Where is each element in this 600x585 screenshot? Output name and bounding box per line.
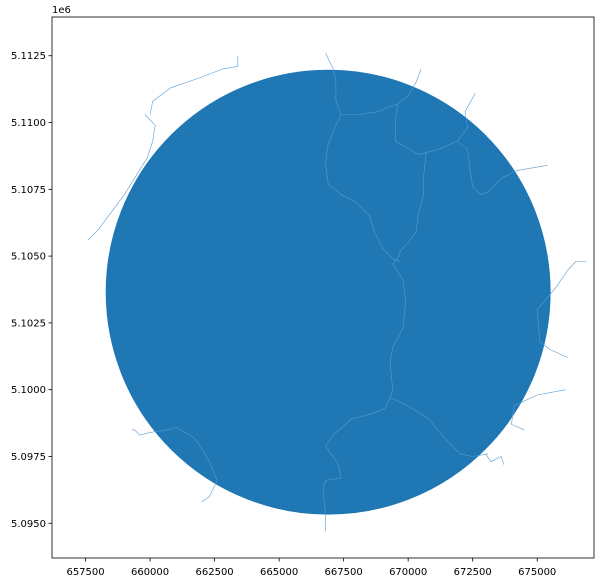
y-tick-label: 5.1075 [11, 185, 46, 196]
x-tick-label: 665000 [260, 567, 298, 578]
boundary-line [175, 426, 218, 503]
boundary-line [394, 103, 458, 155]
x-tick-label: 672500 [454, 567, 492, 578]
boundary-line [485, 453, 504, 465]
x-tick-label: 657500 [66, 567, 104, 578]
y-tick-label: 5.1100 [11, 118, 46, 129]
y-tick-label: 5.0950 [11, 519, 46, 530]
boundary-line [322, 397, 391, 532]
boundary-line [389, 263, 406, 398]
y-tick-label: 5.0975 [11, 452, 46, 463]
boundary-line [149, 55, 239, 115]
plot-area [87, 52, 587, 532]
y-axis: 5.0950 5.0975 5.1000 5.1025 5.1050 5.1075 5.11… [11, 51, 52, 530]
boundary-line [389, 397, 489, 457]
y-tick-label: 5.1025 [11, 318, 46, 329]
y-offset-label: 1e6 [52, 5, 71, 16]
x-tick-label: 675000 [518, 567, 556, 578]
boundary-line [87, 114, 156, 241]
x-tick-label: 670000 [389, 567, 427, 578]
boundary-line [132, 426, 176, 436]
x-tick-label: 667500 [325, 567, 363, 578]
x-tick-label: 662500 [196, 567, 234, 578]
y-tick-label: 5.1050 [11, 252, 46, 263]
y-tick-label: 5.1000 [11, 385, 46, 396]
boundary-line [456, 92, 476, 142]
boundary-line [511, 389, 566, 431]
boundary-line [536, 288, 569, 358]
axes-frame [51, 16, 595, 559]
region-polygon [105, 69, 551, 515]
boundary-line [341, 103, 398, 115]
boundary-line [392, 151, 427, 265]
x-tick-label: 660000 [131, 567, 169, 578]
boundary-line [457, 140, 548, 195]
boundary-line [397, 68, 422, 105]
y-tick-label: 5.1125 [11, 51, 46, 62]
boundary-line [325, 52, 401, 262]
boundary-line [555, 261, 587, 289]
boundary-lines [87, 52, 587, 532]
x-axis: 657500 660000 662500 665000 667500 670000 6725… [66, 558, 556, 578]
